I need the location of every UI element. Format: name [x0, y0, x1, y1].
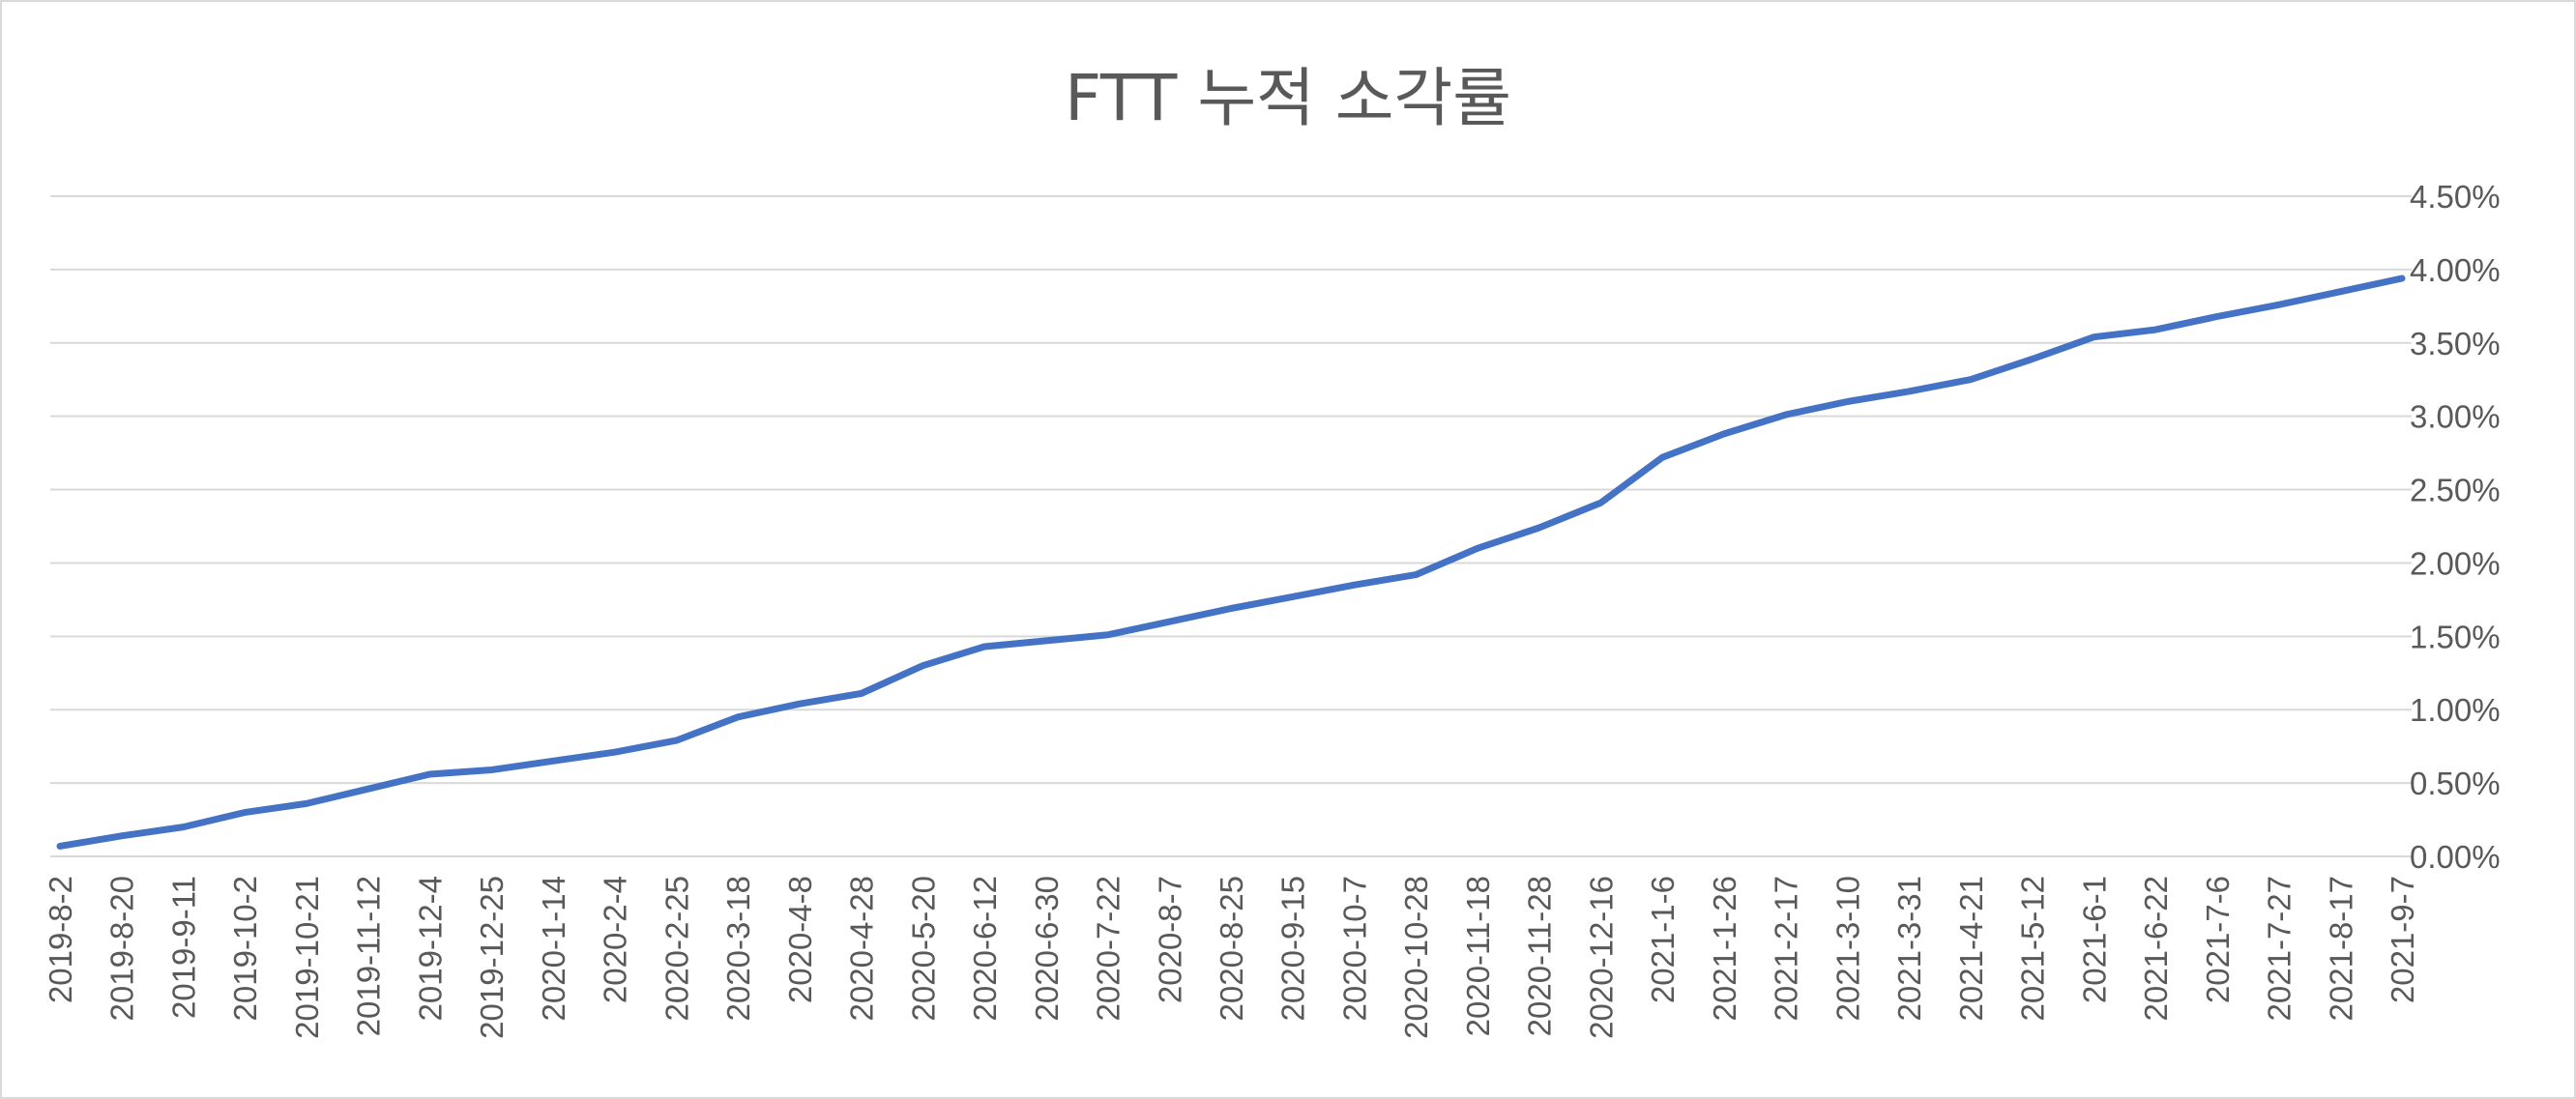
- x-tick-label: 2020-6-12: [967, 876, 1003, 1021]
- y-tick-label: 3.50%: [2410, 326, 2501, 362]
- x-tick-label: 2021-7-6: [2200, 876, 2236, 1003]
- x-tick-label: 2019-8-2: [43, 876, 78, 1003]
- x-tick-label: 2021-3-10: [1830, 876, 1865, 1021]
- y-tick-label: 0.00%: [2410, 839, 2501, 875]
- y-tick-label: 4.00%: [2410, 252, 2501, 288]
- x-tick-label: 2020-2-4: [598, 876, 633, 1003]
- x-tick-label: 2021-9-7: [2385, 876, 2420, 1003]
- x-tick-label: 2021-6-1: [2076, 876, 2112, 1003]
- x-tick-label: 2020-9-15: [1275, 876, 1311, 1021]
- x-tick-label: 2021-1-6: [1645, 876, 1681, 1003]
- x-tick-label: 2019-9-11: [165, 876, 201, 1019]
- x-tick-label: 2019-12-4: [412, 876, 448, 1021]
- x-tick-label: 2021-5-12: [2015, 876, 2051, 1021]
- x-tick-label: 2020-4-28: [844, 876, 880, 1021]
- y-axis-tick-labels: 0.00% 0.50% 1.00% 1.50% 2.00% 2.50% 3.00% 3.50%…: [2410, 179, 2501, 875]
- x-tick-label: 2019-12-25: [474, 876, 510, 1039]
- x-tick-label: 2021-6-22: [2138, 876, 2174, 1021]
- x-tick-label: 2019-10-2: [227, 876, 263, 1021]
- x-tick-label: 2020-10-28: [1398, 876, 1434, 1039]
- x-axis-tick-labels: 2019-8-2 2019-8-20 2019-9-11 2019-10-2 2019-…: [43, 876, 2420, 1039]
- x-tick-label: 2020-2-25: [659, 876, 694, 1021]
- x-tick-label: 2020-8-25: [1214, 876, 1249, 1021]
- chart-title: FTT 누적 소각률: [1065, 61, 1511, 135]
- x-tick-label: 2019-11-12: [351, 876, 387, 1036]
- x-tick-label: 2020-7-22: [1091, 876, 1127, 1021]
- x-tick-label: 2020-11-28: [1522, 876, 1558, 1036]
- x-tick-label: 2020-11-18: [1460, 876, 1496, 1036]
- x-tick-label: 2020-12-16: [1583, 876, 1619, 1039]
- x-tick-label: 2021-4-21: [1953, 876, 1989, 1021]
- x-tick-label: 2021-2-17: [1769, 876, 1804, 1021]
- x-tick-label: 2021-8-17: [2323, 876, 2358, 1021]
- y-tick-label: 4.50%: [2410, 179, 2501, 215]
- x-tick-label: 2020-10-7: [1336, 876, 1372, 1021]
- series-layer: [56, 275, 2406, 850]
- x-tick-label: 2021-7-27: [2262, 876, 2298, 1021]
- x-tick-label: 2020-1-14: [536, 876, 571, 1021]
- x-tick-label: 2020-5-20: [905, 876, 941, 1021]
- y-tick-label: 2.00%: [2410, 545, 2501, 581]
- x-tick-label: 2019-10-21: [289, 876, 325, 1039]
- x-tick-label: 2020-8-7: [1152, 876, 1187, 1003]
- x-tick-label: 2019-8-20: [104, 876, 140, 1021]
- x-tick-label: 2021-3-31: [1891, 876, 1927, 1021]
- x-tick-label: 2021-1-26: [1707, 876, 1742, 1021]
- x-tick-label: 2020-4-8: [782, 876, 818, 1003]
- x-tick-label: 2020-6-30: [1029, 876, 1065, 1021]
- y-tick-label: 2.50%: [2410, 473, 2501, 508]
- series-line: [56, 275, 2406, 850]
- y-tick-label: 0.50%: [2410, 766, 2501, 801]
- y-tick-label: 3.00%: [2410, 399, 2501, 435]
- y-tick-label: 1.00%: [2410, 692, 2501, 728]
- y-tick-label: 1.50%: [2410, 619, 2501, 654]
- gridlines: [50, 195, 2412, 857]
- x-tick-label: 2020-3-18: [720, 876, 756, 1021]
